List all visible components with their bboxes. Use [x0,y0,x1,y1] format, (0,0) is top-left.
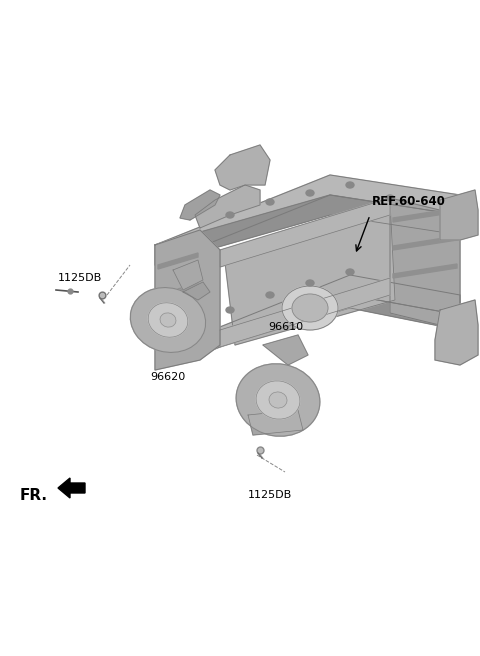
Text: 1125DB: 1125DB [248,490,292,500]
Polygon shape [180,190,220,220]
Ellipse shape [236,364,320,436]
Polygon shape [183,282,210,300]
Polygon shape [158,253,198,269]
Polygon shape [158,283,198,299]
Ellipse shape [282,286,338,330]
Ellipse shape [306,190,314,196]
Polygon shape [173,260,203,290]
Polygon shape [248,410,303,435]
Polygon shape [155,175,460,265]
Polygon shape [440,190,478,240]
Polygon shape [58,478,85,498]
Polygon shape [393,264,457,278]
Polygon shape [220,198,390,267]
Polygon shape [393,236,457,250]
Ellipse shape [131,287,205,352]
Polygon shape [158,313,198,329]
Ellipse shape [386,195,394,201]
Ellipse shape [266,292,274,298]
Text: 96610: 96610 [268,322,303,332]
Polygon shape [175,275,460,365]
Ellipse shape [226,307,234,313]
Ellipse shape [306,280,314,286]
Text: REF.60-640: REF.60-640 [372,195,446,208]
Ellipse shape [292,294,328,322]
Polygon shape [175,295,460,360]
Text: 1125DB: 1125DB [58,273,102,283]
Polygon shape [220,278,390,347]
Ellipse shape [148,303,188,337]
Polygon shape [215,145,270,190]
Text: 96620: 96620 [150,372,185,382]
Ellipse shape [266,199,274,205]
Ellipse shape [346,269,354,275]
Polygon shape [155,230,220,370]
Ellipse shape [160,313,176,327]
Ellipse shape [346,182,354,188]
Polygon shape [393,208,457,222]
Polygon shape [263,335,308,365]
Ellipse shape [269,392,287,408]
Polygon shape [435,300,478,365]
Polygon shape [390,198,460,330]
Polygon shape [225,200,395,345]
Polygon shape [155,195,460,265]
Ellipse shape [256,381,300,419]
Text: FR.: FR. [20,489,48,504]
Polygon shape [195,185,260,228]
Ellipse shape [226,212,234,218]
